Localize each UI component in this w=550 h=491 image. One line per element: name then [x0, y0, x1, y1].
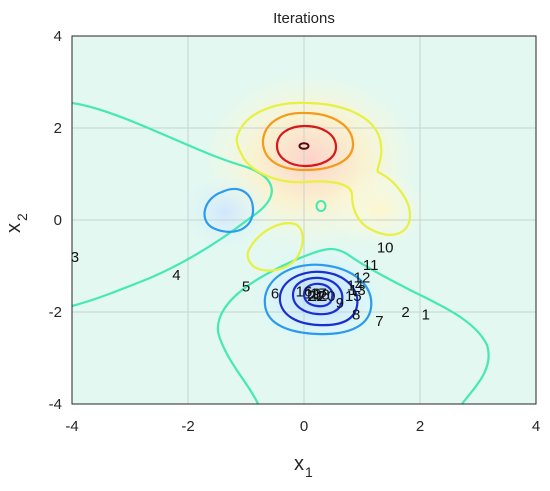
y-tick-label: -4: [49, 396, 62, 413]
iteration-label: 19: [304, 286, 321, 303]
contour-top-orange: [261, 111, 355, 172]
contour-outer-left: [72, 101, 273, 308]
iteration-label: 12: [354, 270, 371, 287]
iteration-label: 10: [377, 240, 394, 257]
iteration-label: 17: [310, 286, 327, 303]
y-tick-label: 4: [54, 28, 62, 45]
contour-outer-bottom: [216, 248, 490, 404]
iteration-label: 7: [375, 313, 383, 330]
x-tick-labels: -4 -2 0 2 4: [65, 418, 540, 435]
contour-top-red: [275, 124, 338, 168]
y-axis-label: x: [3, 223, 25, 233]
iteration-label: 22: [308, 288, 325, 305]
iteration-label: 8: [352, 306, 360, 323]
x-axis-label: x: [294, 453, 304, 475]
iteration-label: 16: [296, 283, 313, 300]
iteration-label: 14: [347, 277, 364, 294]
chart-title: Iterations: [273, 10, 335, 27]
contour-lines: [72, 101, 490, 404]
x-axis-label-sub: 1: [305, 464, 313, 480]
contour-top-dark: [298, 142, 310, 150]
y-axis-label-sub: 2: [14, 213, 30, 221]
valley-shading: [248, 244, 388, 348]
x-tick-label: 0: [300, 418, 308, 435]
contour-bottom-blue2: [278, 270, 359, 327]
contour-bottom-blue1: [263, 263, 373, 336]
iteration-label: 4: [172, 267, 180, 284]
contour-bottom-blue4: [302, 282, 334, 308]
plot-frame: [71, 35, 537, 405]
y-tick-label: -2: [49, 304, 62, 321]
contour-small-center: [315, 200, 327, 212]
x-tick-label: -2: [181, 418, 194, 435]
y-tick-labels: -4 -2 0 2 4: [49, 28, 62, 413]
iteration-label: 3: [71, 249, 79, 266]
x-tick-label: -4: [65, 418, 78, 435]
contour-top-yellow: [235, 101, 412, 236]
iteration-label: 9: [336, 295, 344, 312]
y-tick-label: 2: [54, 120, 62, 137]
y-tick-label: 0: [54, 212, 62, 229]
iteration-label: 11: [363, 257, 379, 274]
contour-bottom-blue3: [291, 276, 344, 316]
iteration-label: 21: [307, 288, 324, 305]
iteration-label: 5: [242, 279, 250, 296]
x-tick-label: 4: [532, 418, 540, 435]
valley-left-shading: [177, 170, 273, 254]
iteration-label: 2: [401, 304, 409, 321]
iteration-label: 18: [313, 287, 330, 304]
x-tick-label: 2: [416, 418, 424, 435]
iteration-label: 20: [319, 288, 336, 305]
iteration-label: 1: [422, 306, 430, 323]
warm-shading: [330, 170, 430, 250]
y-axis-label-group: x 2: [3, 213, 30, 233]
iteration-label: 6: [271, 286, 279, 303]
contour-left-blue: [203, 187, 255, 233]
iteration-label: 15: [345, 288, 362, 305]
contour-mid-yellow: [246, 222, 304, 272]
iteration-label: 13: [349, 282, 366, 299]
